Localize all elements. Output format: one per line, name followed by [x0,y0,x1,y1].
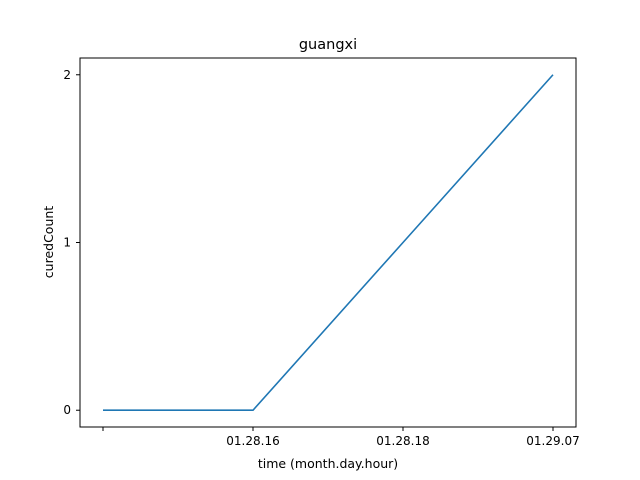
y-tick-label: 2 [63,68,71,82]
series-layer [103,74,554,412]
x-axis: 01.28.16 01.28.18 01.29.07 [102,427,580,448]
x-tick-label: 01.28.16 [226,434,279,448]
x-tick-label: 01.28.18 [376,434,429,448]
y-tick-label: 1 [63,236,71,250]
plot-area [79,57,577,428]
x-axis-label: time (month.day.hour) [258,456,398,471]
chart-title: guangxi [299,37,357,53]
series-line [103,74,554,412]
y-tick-label: 0 [63,403,71,417]
x-tick-label: 01.29.07 [526,434,579,448]
y-axis: 0 1 2 [63,68,80,417]
y-axis-label: curedCount [41,206,56,279]
